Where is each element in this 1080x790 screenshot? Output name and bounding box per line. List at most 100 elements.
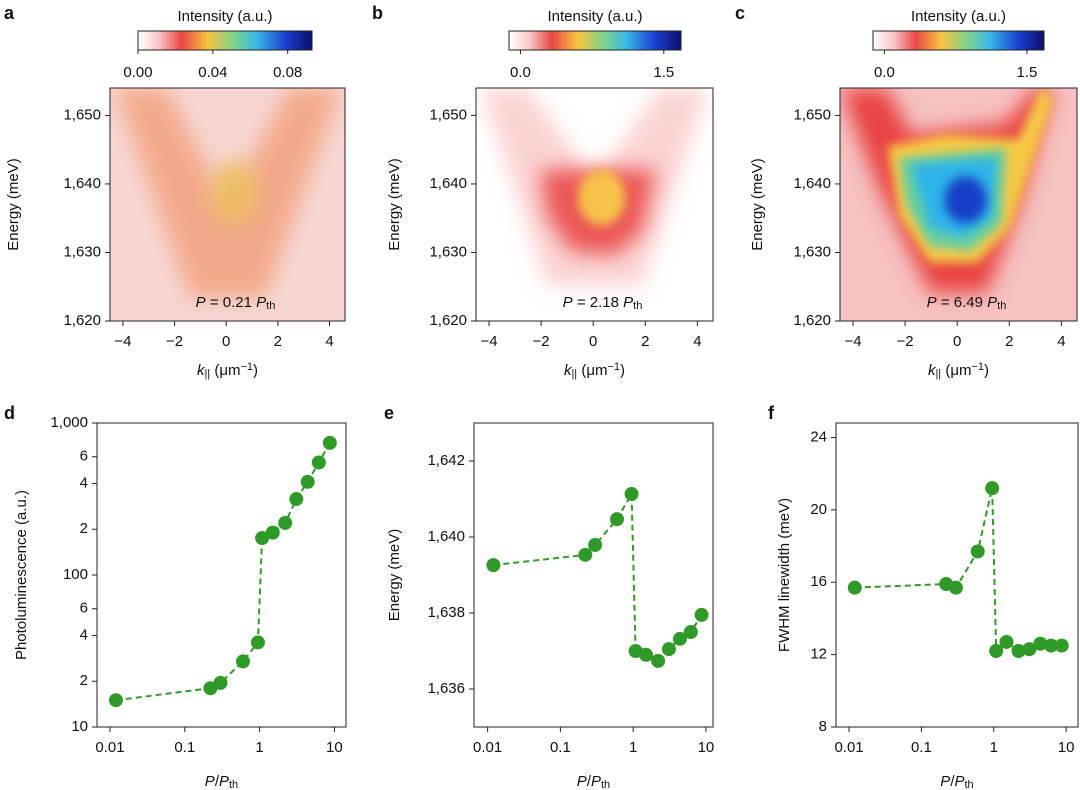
y-tick-label: 100 xyxy=(63,566,88,583)
y-tick-label: 1,636 xyxy=(427,680,465,697)
x-axis-label-part: −1 xyxy=(971,361,984,373)
heatmap-region xyxy=(577,169,626,226)
y-tick-label: 1,640 xyxy=(429,175,467,192)
y-axis-label: Energy (meV) xyxy=(5,158,22,251)
heatmap-region xyxy=(114,88,341,298)
x-axis-label-part: k xyxy=(564,362,573,379)
x-tick-label: 2 xyxy=(274,333,282,350)
x-axis-label-part: P xyxy=(577,773,587,790)
x-axis-label-part: −1 xyxy=(607,361,620,373)
x-axis-label-part: P xyxy=(591,773,601,790)
y-tick-label: 1,650 xyxy=(793,106,831,123)
x-axis-label-part: th xyxy=(601,779,610,790)
y-tick-label: 1,640 xyxy=(63,175,101,192)
y-tick-label: 1,650 xyxy=(429,106,467,123)
marker xyxy=(638,647,653,662)
y-tick-label: 1,642 xyxy=(427,452,465,469)
marker xyxy=(108,693,123,708)
x-tick-label: 4 xyxy=(1057,333,1065,350)
heatmap xyxy=(110,88,345,321)
x-axis-label-part: th xyxy=(965,779,974,790)
marker xyxy=(1044,638,1059,653)
marker xyxy=(610,512,625,527)
marker xyxy=(250,635,265,650)
annotation-part: = 6.49 xyxy=(937,294,987,311)
marker xyxy=(588,537,603,552)
y-tick-label: 1,000 xyxy=(50,414,88,431)
annotation-part: th xyxy=(266,300,275,312)
y-tick-label: 1,630 xyxy=(429,243,467,260)
y-axis-label: Energy (meV) xyxy=(386,529,403,622)
y-tick-label: 1,630 xyxy=(793,243,831,260)
colorbar-tick-label: 0.0 xyxy=(874,64,895,81)
plot-frame xyxy=(473,422,714,728)
line xyxy=(115,442,331,702)
panel-letter: d xyxy=(4,403,15,423)
x-axis-label-part: (μm xyxy=(941,362,971,379)
plot-frame xyxy=(839,87,1078,322)
annotation-part: P xyxy=(987,294,997,311)
x-axis-label-part: / xyxy=(587,773,592,790)
marker xyxy=(322,435,337,450)
y-axis-label: Photoluminescence (a.u.) xyxy=(13,490,30,660)
x-tick-label: 10 xyxy=(698,739,715,756)
panel-letter: b xyxy=(372,3,383,23)
y-tick-label: 8 xyxy=(819,718,827,735)
x-axis-label-part: −1 xyxy=(240,361,253,373)
x-tick-label: 10 xyxy=(1058,739,1075,756)
marker xyxy=(235,654,250,669)
marker xyxy=(624,487,639,502)
y-axis-label: Energy (meV) xyxy=(749,158,766,251)
x-tick-label: 0 xyxy=(953,333,961,350)
marker xyxy=(311,455,326,470)
x-tick-label: 4 xyxy=(693,333,701,350)
plot-frame xyxy=(835,422,1079,728)
marker xyxy=(300,474,315,489)
line xyxy=(493,490,703,663)
x-tick-label: 0.1 xyxy=(174,739,195,756)
y-tick-label: 10 xyxy=(71,718,88,735)
marker xyxy=(255,531,270,546)
y-tick-label: 16 xyxy=(810,573,827,590)
panel-letter: e xyxy=(384,403,394,423)
x-axis-label: P/Pth xyxy=(205,773,238,790)
annotation-part: P xyxy=(196,294,206,311)
colorbar-tick-label: 0.08 xyxy=(273,64,302,81)
x-tick-label: 0 xyxy=(222,333,230,350)
y-tick-label: 1,650 xyxy=(63,106,101,123)
marker xyxy=(1022,642,1037,657)
x-tick-label: 2 xyxy=(641,333,649,350)
y-tick-label: 2 xyxy=(80,520,88,537)
x-tick-label: 10 xyxy=(326,739,343,756)
x-axis-label-part: || xyxy=(204,368,210,380)
marker xyxy=(278,515,293,530)
marker xyxy=(989,644,1004,658)
y-tick-label: 1,620 xyxy=(429,312,467,329)
y-tick-label: 1,638 xyxy=(427,604,465,621)
marker xyxy=(265,525,280,540)
x-axis-label-part: (μm xyxy=(577,362,607,379)
marker xyxy=(970,544,985,559)
y-tick-label: 4 xyxy=(80,626,88,643)
panel-letter: c xyxy=(735,3,745,23)
x-axis-label-part: k xyxy=(928,362,937,379)
colorbar-tick-label: 0.00 xyxy=(123,64,152,81)
x-axis-label-part: P xyxy=(219,773,229,790)
x-tick-label: −4 xyxy=(844,333,861,350)
marker xyxy=(651,653,666,668)
y-axis-label: Energy (meV) xyxy=(386,158,403,251)
x-axis-label-part: P xyxy=(954,773,964,790)
marker xyxy=(578,547,593,562)
y-tick-label: 12 xyxy=(810,646,827,663)
x-tick-label: 0.1 xyxy=(550,739,571,756)
x-axis-label-part: k xyxy=(197,362,206,379)
heatmap-region xyxy=(211,160,259,226)
colorbar-label: Intensity (a.u.) xyxy=(911,8,1006,25)
x-axis-label: k|| (μm−1) xyxy=(928,361,989,381)
panel-letter: a xyxy=(4,3,15,23)
x-tick-label: 4 xyxy=(325,333,333,350)
y-tick-label: 4 xyxy=(80,474,88,491)
y-tick-label: 1,620 xyxy=(63,312,101,329)
x-axis-label-part: / xyxy=(950,773,955,790)
